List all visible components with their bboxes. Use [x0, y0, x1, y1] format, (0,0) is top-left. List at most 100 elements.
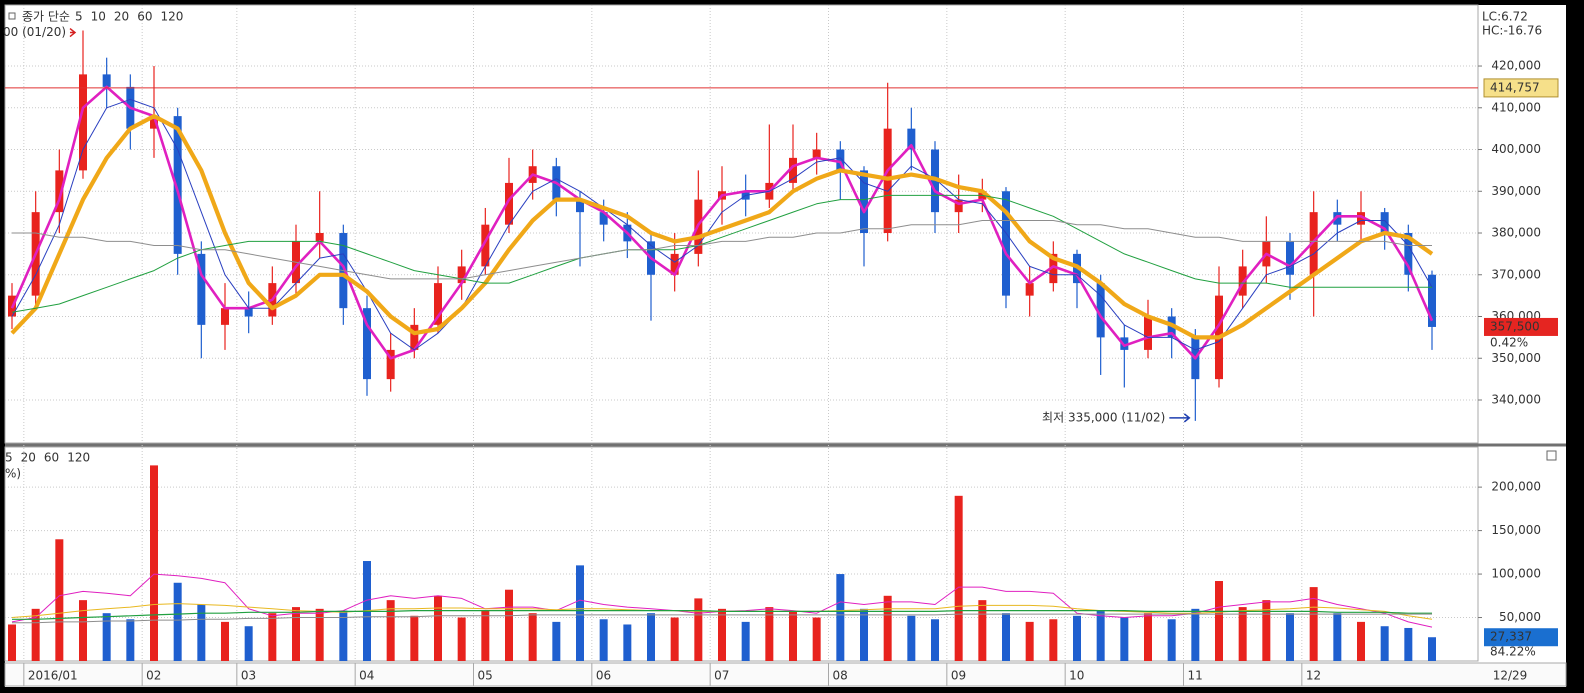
date-label: 10: [1069, 669, 1084, 683]
volume-bar: [1096, 610, 1105, 661]
candle-body: [150, 116, 158, 129]
candle-body: [505, 182, 513, 225]
current-change: 0.42%: [1490, 335, 1528, 349]
date-label: 02: [146, 669, 161, 683]
date-label: 04: [359, 669, 374, 683]
volume-bar: [292, 607, 300, 661]
volume-bar: [647, 613, 655, 661]
y-tick-label: 390,000: [1491, 184, 1541, 198]
date-label: 08: [833, 669, 848, 683]
candle-body: [1357, 212, 1365, 225]
date-axis-band: [4, 662, 1567, 687]
candle-body: [1002, 191, 1010, 296]
volume-legend-entry: 120: [67, 451, 90, 465]
volume-bar: [1167, 619, 1176, 661]
date-label: 06: [596, 669, 611, 683]
volume-bar: [718, 608, 726, 661]
candle-body: [907, 128, 916, 150]
volume-bar: [765, 607, 774, 661]
candle-body: [1025, 283, 1034, 296]
volume-bar: [599, 619, 608, 661]
candle-body: [599, 212, 608, 225]
volume-bar: [505, 589, 513, 661]
candle-body: [1096, 283, 1105, 338]
volume-bar: [1191, 608, 1200, 661]
candle-body: [1333, 212, 1342, 225]
candle-body: [221, 308, 229, 325]
volume-bar: [1238, 607, 1247, 661]
chart-background: [5, 5, 1566, 687]
volume-bar: [789, 610, 797, 661]
legend-entry: 10: [91, 10, 106, 24]
volume-bar: [1428, 637, 1436, 661]
moving-average-line: [12, 220, 1432, 280]
volume-bar: [670, 617, 679, 661]
volume-bar: [1286, 613, 1294, 661]
volume-bar: [1144, 613, 1152, 661]
moving-average-line: [12, 613, 1432, 624]
volume-bar: [173, 582, 182, 661]
volume-legend-entry: 60: [44, 451, 59, 465]
moving-average-line: [10, 114, 1434, 340]
candle-body: [1144, 316, 1152, 350]
volume-bar: [1073, 615, 1081, 661]
candle-body: [836, 149, 845, 171]
volume-bar: [1357, 621, 1365, 661]
candle-body: [1049, 253, 1058, 284]
y-tick-label: 100,000: [1491, 567, 1541, 581]
candle-body: [576, 199, 584, 213]
volume-bar: [931, 619, 939, 661]
volume-bar: [197, 604, 206, 661]
volume-bar: [528, 613, 537, 661]
legend-entry: 120: [160, 10, 183, 24]
volume-bar: [386, 600, 395, 661]
candle-body: [79, 74, 87, 171]
candle-body: [1380, 212, 1389, 234]
candle-body: [1428, 274, 1436, 327]
date-label: 12: [1306, 669, 1321, 683]
volume-bar: [79, 600, 87, 661]
volume-bar: [1262, 600, 1271, 661]
legend-entry: 60: [137, 10, 152, 24]
volume-bar: [1049, 619, 1058, 661]
reference-box: [1483, 78, 1559, 98]
volume-bar: [339, 610, 348, 661]
legend-entry: 5: [75, 10, 83, 24]
volume-bar: [1333, 613, 1342, 661]
moving-average-line: [11, 194, 1432, 313]
date-label: 07: [714, 669, 729, 683]
current-volume-box: [1484, 628, 1558, 647]
candle-body: [410, 324, 419, 350]
stat-lc: LC:6.72: [1482, 10, 1528, 24]
y-tick-label: 380,000: [1491, 226, 1541, 240]
y-tick-label: 200,000: [1491, 480, 1541, 494]
candle-body: [102, 74, 111, 87]
volume-bar: [150, 465, 158, 661]
volume-bar: [694, 598, 703, 661]
volume-bar: [55, 539, 64, 661]
candle-body: [789, 157, 797, 183]
legend-entry: 20: [114, 10, 129, 24]
volume-bar: [31, 608, 40, 661]
candle-body: [481, 224, 490, 267]
candle-body: [173, 116, 182, 254]
y-tick-label: 50,000: [1499, 610, 1541, 624]
volume-bar: [1404, 627, 1413, 661]
y-tick-label: 340,000: [1491, 393, 1541, 407]
volume-bar: [1215, 581, 1223, 661]
volume-bar: [1120, 617, 1129, 661]
volume-panel-frame: [4, 446, 1479, 662]
volume-bar: [481, 610, 490, 661]
volume-legend-entry: 5: [5, 451, 13, 465]
volume-bar: [552, 621, 561, 661]
legend-icon: [8, 12, 16, 20]
candle-body: [55, 170, 64, 213]
volume-bar: [883, 595, 892, 661]
current-price-box: [1484, 317, 1558, 336]
volume-bar: [221, 621, 229, 661]
volume-bar: [860, 608, 868, 661]
low-arrow: [1169, 413, 1191, 423]
panel-button[interactable]: [1546, 450, 1557, 461]
candle-body: [1309, 212, 1318, 275]
